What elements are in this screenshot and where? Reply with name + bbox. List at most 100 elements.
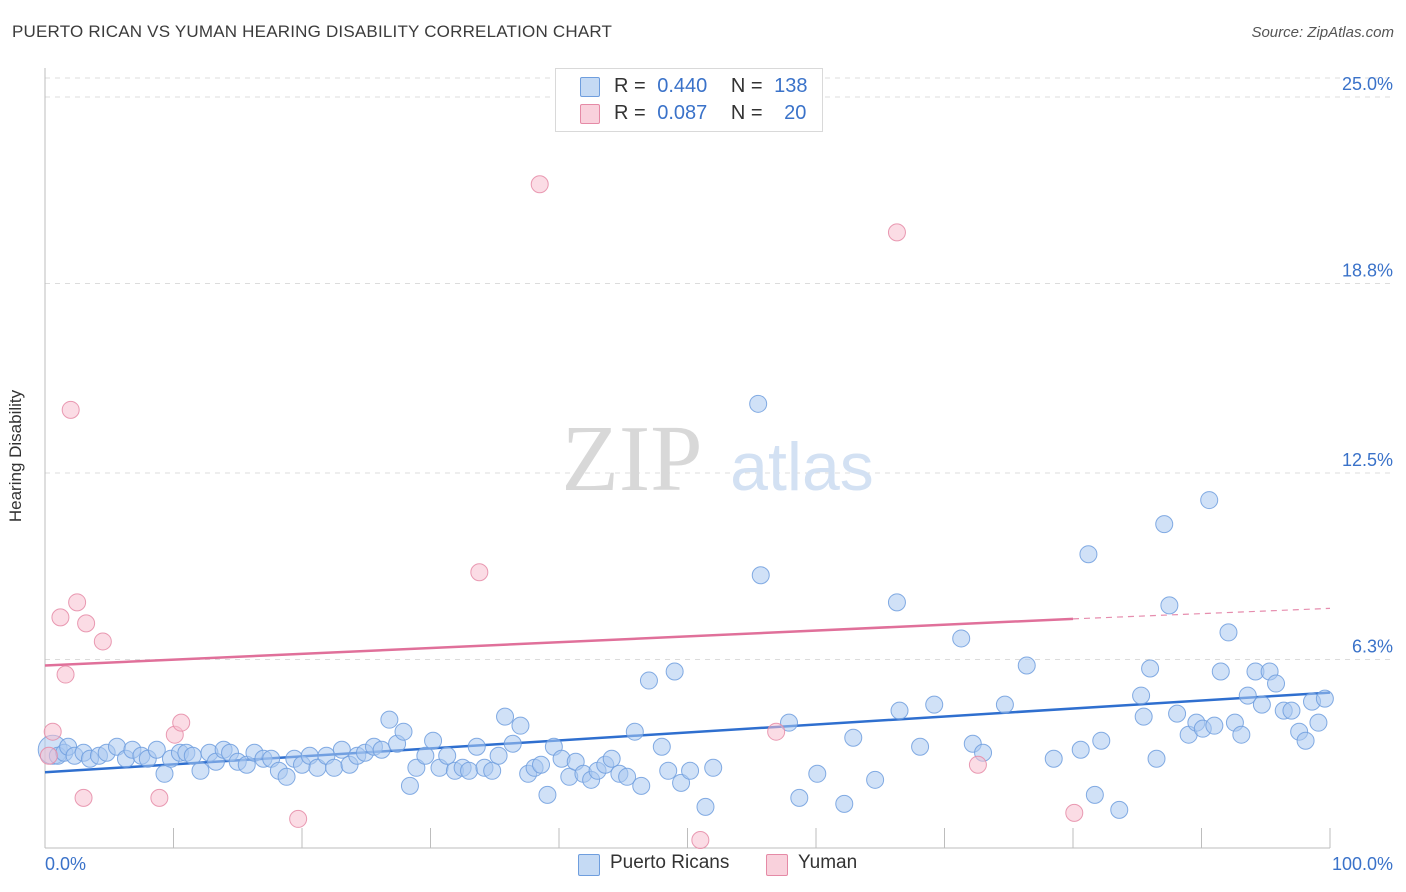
legend-swatch-blue	[578, 854, 600, 876]
data-point-puerto-ricans	[790, 788, 809, 807]
n-value: 138	[774, 75, 808, 97]
data-point-puerto-ricans	[704, 758, 723, 777]
data-point-puerto-ricans	[1219, 623, 1238, 642]
data-point-puerto-ricans	[665, 662, 684, 681]
data-point-puerto-ricans	[1132, 686, 1151, 705]
data-point-yuman	[470, 563, 489, 582]
data-point-puerto-ricans	[652, 737, 671, 756]
data-point-puerto-ricans	[1309, 713, 1328, 732]
legend-label: Puerto Ricans	[610, 852, 730, 873]
data-point-puerto-ricans	[1079, 545, 1098, 564]
trend-line-extension	[1072, 607, 1331, 620]
data-point-puerto-ricans	[1044, 749, 1063, 768]
x-tick-label-max: 100.0%	[1332, 854, 1393, 874]
data-point-yuman	[150, 788, 169, 807]
data-point-puerto-ricans	[496, 707, 515, 726]
data-point-yuman	[77, 614, 96, 633]
data-point-puerto-ricans	[483, 761, 502, 780]
data-point-puerto-ricans	[394, 722, 413, 741]
r-label: R =	[614, 102, 646, 124]
legend-swatch-pink	[766, 854, 788, 876]
data-point-puerto-ricans	[503, 734, 522, 753]
data-point-puerto-ricans	[1155, 515, 1174, 534]
data-point-puerto-ricans	[147, 740, 166, 759]
data-point-puerto-ricans	[672, 773, 691, 792]
data-point-yuman	[968, 755, 987, 774]
data-point-puerto-ricans	[1168, 704, 1187, 723]
data-point-puerto-ricans	[277, 767, 296, 786]
source-credit: Source: ZipAtlas.com	[1251, 24, 1394, 41]
legend-swatch-pink	[580, 104, 600, 124]
legend-swatch-blue	[580, 77, 600, 97]
data-point-puerto-ricans	[952, 629, 971, 648]
data-points	[37, 175, 1334, 849]
watermark: ZIP atlas	[562, 407, 874, 511]
data-point-puerto-ricans	[659, 761, 678, 780]
data-point-puerto-ricans	[625, 722, 644, 741]
data-point-puerto-ricans	[1071, 740, 1090, 759]
data-point-yuman	[39, 746, 58, 765]
data-point-puerto-ricans	[467, 737, 486, 756]
tick-labels: 6.3% 12.5% 18.8% 25.0% 0.0% 100.0%	[45, 74, 1393, 874]
data-point-puerto-ricans	[332, 740, 351, 759]
data-point-puerto-ricans	[538, 785, 557, 804]
data-point-puerto-ricans	[751, 566, 770, 585]
data-point-puerto-ricans	[890, 701, 909, 720]
data-point-puerto-ricans	[1092, 731, 1111, 750]
data-point-yuman	[51, 608, 70, 627]
data-point-puerto-ricans	[1085, 785, 1104, 804]
data-point-puerto-ricans	[1211, 662, 1230, 681]
data-point-puerto-ricans	[618, 767, 637, 786]
n-label: N =	[730, 102, 763, 124]
data-point-puerto-ricans	[866, 770, 885, 789]
data-point-puerto-ricans	[416, 746, 435, 765]
y-tick-label: 6.3%	[1352, 636, 1393, 656]
data-point-puerto-ricans	[1110, 800, 1129, 819]
data-point-yuman	[43, 722, 62, 741]
data-point-puerto-ricans	[438, 746, 457, 765]
y-tick-label: 25.0%	[1342, 74, 1393, 94]
r-label: R =	[614, 75, 646, 97]
data-point-yuman	[68, 593, 87, 612]
data-point-yuman	[74, 788, 93, 807]
data-point-yuman	[767, 722, 786, 741]
n-value: 20	[784, 102, 807, 124]
data-point-puerto-ricans	[1296, 731, 1315, 750]
data-point-puerto-ricans	[1200, 491, 1219, 510]
y-tick-label: 12.5%	[1342, 450, 1393, 470]
data-point-puerto-ricans	[1282, 701, 1301, 720]
data-point-puerto-ricans	[1267, 674, 1286, 693]
data-point-puerto-ricans	[1160, 596, 1179, 615]
data-point-puerto-ricans	[681, 761, 700, 780]
data-point-puerto-ricans	[325, 758, 344, 777]
data-point-puerto-ricans	[808, 764, 827, 783]
data-point-puerto-ricans	[511, 716, 530, 735]
data-point-yuman	[56, 665, 75, 684]
data-point-puerto-ricans	[639, 671, 658, 690]
data-point-yuman	[289, 809, 308, 828]
data-point-puerto-ricans	[489, 746, 508, 765]
y-tick-label: 18.8%	[1342, 260, 1393, 280]
watermark-atlas: atlas	[730, 429, 874, 505]
data-point-puerto-ricans	[424, 731, 443, 750]
data-point-puerto-ricans	[749, 394, 768, 413]
data-point-puerto-ricans	[407, 758, 426, 777]
data-point-yuman	[691, 830, 710, 849]
data-point-puerto-ricans	[1315, 689, 1334, 708]
data-point-puerto-ricans	[780, 713, 799, 732]
data-point-puerto-ricans	[1141, 659, 1160, 678]
data-point-puerto-ricans	[887, 593, 906, 612]
r-value: 0.087	[657, 102, 708, 124]
chart-title: PUERTO RICAN VS YUMAN HEARING DISABILITY…	[12, 22, 613, 41]
data-point-puerto-ricans	[632, 776, 651, 795]
n-label: N =	[730, 75, 763, 97]
trend-line-yuman	[44, 617, 1074, 667]
data-point-puerto-ricans	[1147, 749, 1166, 768]
data-point-puerto-ricans	[911, 737, 930, 756]
axes	[44, 68, 1331, 849]
grid-lines	[45, 77, 1395, 660]
series-legend: Puerto Ricans Yuman	[0, 852, 1406, 878]
data-point-puerto-ricans	[400, 776, 419, 795]
data-point-yuman	[172, 713, 191, 732]
